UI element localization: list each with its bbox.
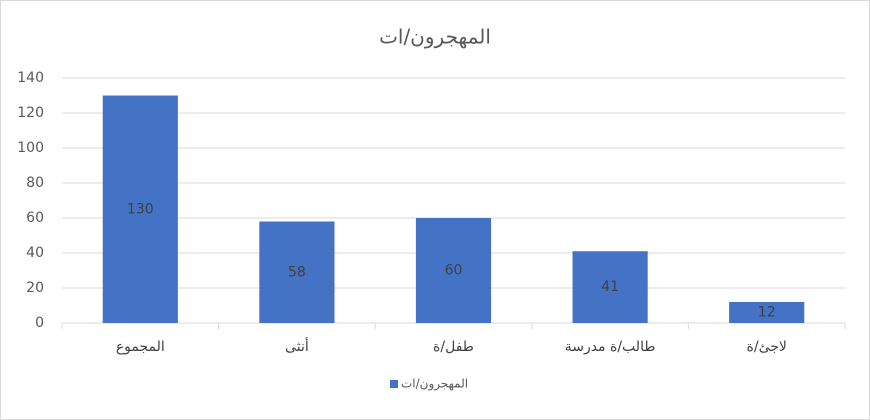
y-tick-label: 20 bbox=[26, 280, 44, 296]
data-label: 60 bbox=[445, 263, 463, 279]
y-tick-label: 40 bbox=[26, 245, 44, 261]
data-label: 12 bbox=[758, 305, 776, 321]
bar bbox=[259, 221, 335, 323]
data-label: 130 bbox=[127, 201, 154, 217]
bar bbox=[415, 218, 492, 323]
bar bbox=[572, 251, 648, 323]
bar bbox=[102, 95, 178, 323]
y-tick-label: 60 bbox=[26, 210, 44, 226]
x-tick-label: أنثى bbox=[285, 337, 309, 355]
chart-title: المهجرون/ات bbox=[379, 25, 491, 49]
y-tick-label: 80 bbox=[26, 175, 44, 191]
legend-swatch bbox=[390, 380, 398, 388]
y-tick-label: 100 bbox=[17, 140, 44, 156]
x-tick-label: طالب/ة مدرسة bbox=[565, 339, 656, 355]
y-tick-label: 0 bbox=[35, 315, 44, 331]
x-tick-label: لاجئ/ة bbox=[747, 339, 787, 355]
bar bbox=[729, 302, 805, 323]
x-tick-label: طفل/ة bbox=[433, 339, 474, 355]
data-label: 41 bbox=[601, 279, 619, 295]
y-tick-label: 120 bbox=[17, 105, 44, 121]
x-tick-label: المجموع bbox=[116, 339, 165, 355]
y-tick-label: 140 bbox=[17, 70, 44, 86]
data-label: 58 bbox=[288, 264, 306, 280]
legend-label: المهجرون/ات bbox=[401, 377, 468, 392]
